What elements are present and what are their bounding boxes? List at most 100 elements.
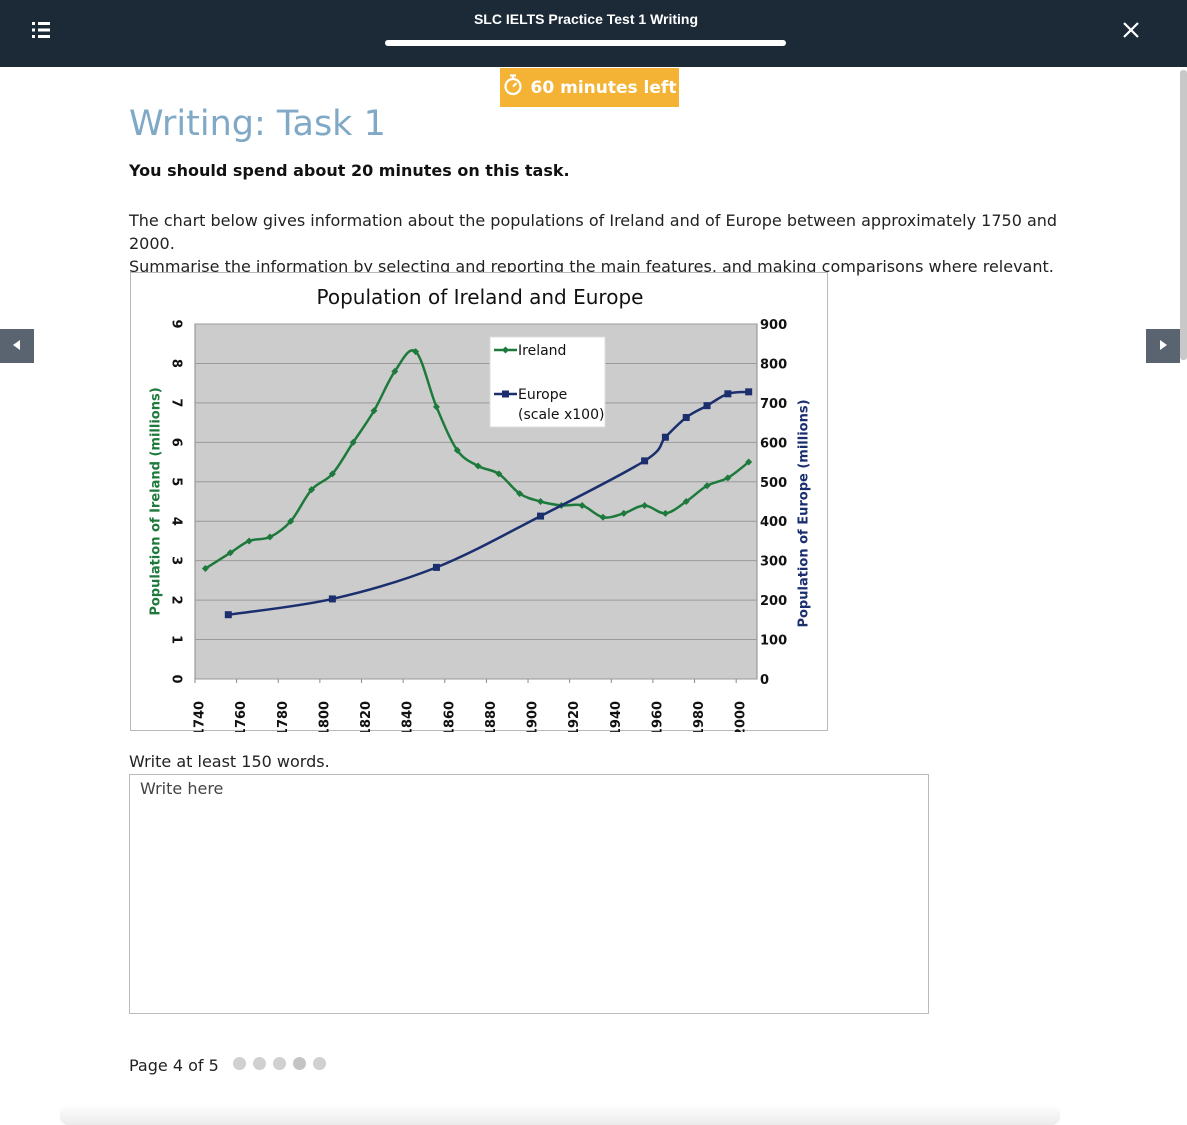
next-page-button[interactable]	[1146, 329, 1180, 363]
test-title: SLC IELTS Practice Test 1 Writing	[473, 11, 699, 27]
data-point-ireland	[745, 458, 753, 466]
data-point-ireland	[599, 513, 607, 521]
stopwatch-icon	[503, 74, 523, 101]
y-left-tick-label: 3	[169, 556, 184, 565]
legend-label-ireland: Ireland	[518, 343, 566, 359]
data-point-ireland	[391, 367, 399, 375]
close-icon[interactable]	[1120, 19, 1142, 41]
data-point-ireland	[641, 501, 649, 509]
data-point-ireland	[620, 509, 628, 517]
data-point-ireland	[245, 537, 253, 545]
timer-badge: 60 minutes left	[500, 68, 679, 107]
triangle-left-icon	[11, 337, 23, 356]
test-progress-bar	[385, 40, 786, 46]
y-left-tick-label: 5	[169, 477, 184, 486]
plot-area	[194, 323, 758, 680]
y-right-tick-label: 0	[760, 673, 769, 688]
legend-marker-europe	[502, 390, 509, 398]
data-point-ireland	[661, 509, 669, 517]
legend-label-europe: Europe	[518, 387, 567, 403]
y-right-tick-label: 200	[760, 594, 787, 609]
page-dot-5[interactable]	[313, 1057, 326, 1070]
data-point-ireland	[266, 533, 274, 541]
population-chart: Population of Ireland and Europe 0 1 2 3 4 5 6 7…	[130, 272, 828, 732]
word-requirement-label: Write at least 150 words.	[129, 752, 330, 771]
y-left-tick-label: 2	[169, 596, 184, 605]
data-point-europe	[641, 457, 649, 465]
progress-fill	[385, 40, 786, 46]
y-left-tick-label: 8	[169, 359, 184, 368]
legend-label-europe-scale: (scale x100)	[518, 407, 604, 423]
y-left-tick-label: 4	[169, 517, 184, 526]
y-left-tick-label: 7	[169, 398, 184, 407]
timer-label: 60 minutes left	[530, 77, 677, 98]
prompt-line: The chart below gives information about …	[129, 211, 1058, 253]
data-point-ireland	[412, 348, 420, 356]
y-left-tick-label: 1	[169, 635, 184, 644]
data-point-ireland	[308, 486, 316, 494]
data-point-ireland	[474, 462, 482, 470]
data-point-ireland	[287, 517, 295, 525]
data-point-ireland	[453, 446, 461, 454]
data-point-ireland	[226, 549, 234, 557]
data-point-europe	[537, 512, 545, 520]
page-dot-3[interactable]	[273, 1057, 286, 1070]
prompt-line: Summarise the information by selecting a…	[129, 257, 1054, 276]
data-point-europe	[724, 390, 732, 398]
page-dot-1[interactable]	[233, 1057, 246, 1070]
x-tick-label: 1880	[484, 701, 499, 732]
data-point-ireland	[703, 482, 711, 490]
data-point-europe	[682, 413, 690, 421]
x-tick-label: 1740	[193, 701, 208, 732]
x-tick-label: 1800	[317, 701, 332, 732]
task-prompt: The chart below gives information about …	[129, 209, 1059, 278]
y-right-tick-label: 300	[760, 555, 787, 570]
data-point-europe	[661, 433, 669, 441]
x-tick-label: 2000	[734, 701, 749, 732]
data-point-europe	[224, 611, 232, 619]
y-left-tick-label: 0	[169, 674, 184, 683]
x-tick-label: 1780	[276, 701, 291, 732]
x-tick-label: 1760	[234, 701, 249, 732]
data-point-ireland	[201, 565, 209, 573]
x-tick-label: 1980	[692, 701, 707, 732]
answer-textarea[interactable]	[129, 774, 929, 1014]
data-point-ireland	[328, 470, 336, 478]
page-dot-2[interactable]	[253, 1057, 266, 1070]
data-point-europe	[328, 595, 336, 603]
y-left-axis-label: Population of Ireland (millions)	[149, 387, 164, 615]
y-right-tick-label: 500	[760, 476, 787, 491]
page-title: Writing: Task 1	[129, 104, 386, 144]
x-tick-label: 1840	[401, 701, 416, 732]
x-tick-label: 1920	[567, 701, 582, 732]
data-point-ireland	[682, 498, 690, 505]
y-right-tick-label: 700	[760, 397, 787, 412]
menu-icon[interactable]	[28, 18, 54, 42]
data-point-ireland	[495, 470, 503, 478]
x-tick-label: 1900	[526, 701, 541, 732]
x-tick-label: 1820	[359, 701, 374, 732]
scrollbar[interactable]	[1180, 70, 1187, 360]
previous-page-button[interactable]	[0, 329, 34, 363]
y-right-tick-label: 100	[760, 634, 787, 649]
y-right-axis-label: Population of Europe (millions)	[797, 399, 812, 627]
data-point-europe	[432, 563, 440, 571]
y-left-tick-label: 6	[169, 438, 184, 447]
data-point-ireland	[578, 501, 586, 509]
y-right-tick-label: 600	[760, 436, 787, 451]
page-indicator: Page 4 of 5	[129, 1056, 219, 1075]
task-instruction: You should spend about 20 minutes on thi…	[129, 161, 570, 180]
data-point-ireland	[349, 438, 357, 446]
chart-title: Population of Ireland and Europe	[317, 285, 644, 309]
x-tick-label: 1960	[650, 701, 665, 732]
page-dot-4[interactable]	[293, 1057, 306, 1070]
data-point-ireland	[537, 498, 545, 505]
data-point-ireland	[516, 490, 524, 498]
x-tick-label: 1860	[442, 701, 457, 732]
chart-canvas: Population of Ireland and Europe 0 1 2 3 4 5 6 7…	[149, 285, 812, 732]
legend-box	[489, 336, 606, 428]
data-point-europe	[703, 402, 711, 410]
triangle-right-icon	[1157, 337, 1169, 356]
y-left-tick-label: 9	[169, 319, 184, 328]
legend-marker-ireland	[502, 346, 509, 354]
